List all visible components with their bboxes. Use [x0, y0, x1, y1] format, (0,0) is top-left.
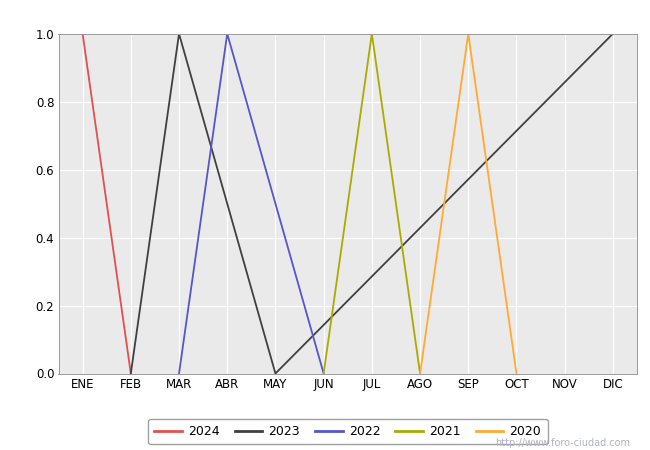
Legend: 2024, 2023, 2022, 2021, 2020: 2024, 2023, 2022, 2021, 2020 — [148, 419, 547, 444]
Text: Matriculaciones de Vehiculos en La Zarza de Pumareda: Matriculaciones de Vehiculos en La Zarza… — [103, 9, 547, 24]
Text: http://www.foro-ciudad.com: http://www.foro-ciudad.com — [495, 438, 630, 448]
